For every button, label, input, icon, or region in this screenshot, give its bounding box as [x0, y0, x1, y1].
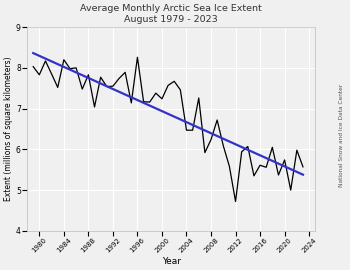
Y-axis label: Extent (millions of square kilometers): Extent (millions of square kilometers) [4, 57, 13, 201]
Text: National Snow and Ice Data Center: National Snow and Ice Data Center [339, 83, 344, 187]
X-axis label: Year: Year [162, 257, 181, 266]
Title: Average Monthly Arctic Sea Ice Extent
August 1979 - 2023: Average Monthly Arctic Sea Ice Extent Au… [80, 4, 262, 23]
